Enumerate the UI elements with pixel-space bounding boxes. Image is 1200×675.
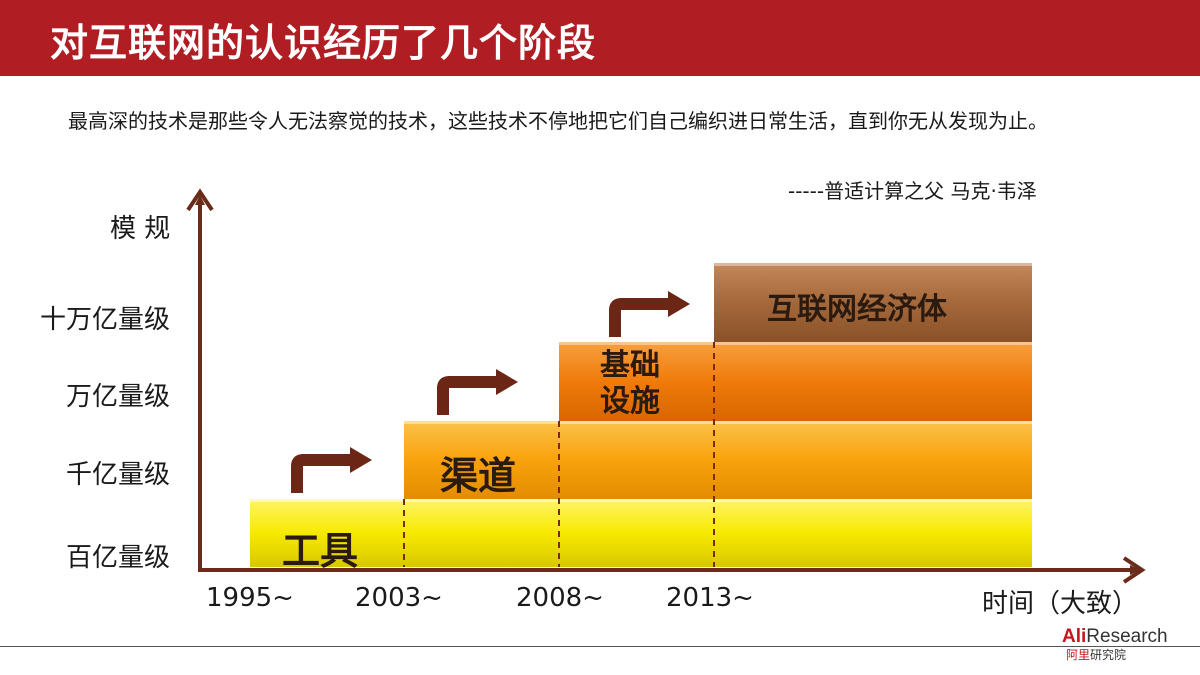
x-axis-arrow-icon	[1122, 556, 1146, 584]
step-arrow-head-icon	[350, 447, 372, 473]
y-axis-arrow-icon	[186, 188, 214, 212]
title-bar: 对互联网的认识经历了几个阶段	[0, 0, 1200, 76]
x-tick-label: 2013~	[666, 583, 754, 613]
quote-text: 最高深的技术是那些令人无法察觉的技术，这些技术不停地把它们自己编织进日常生活，直…	[68, 109, 1048, 133]
stage-label-infra: 基础 设施	[600, 348, 660, 419]
x-tick-label: 2008~	[516, 583, 604, 613]
x-tick-label: 1995~	[206, 583, 294, 613]
step-arrow-icon	[609, 298, 670, 337]
x-tick-label: 2003~	[355, 583, 443, 613]
aliresearch-logo: AliResearch 阿里研究院	[1062, 626, 1168, 662]
y-level-label: 千亿量级	[66, 460, 171, 490]
stage-label-channel: 渠道	[440, 454, 517, 498]
block-channel	[404, 421, 1032, 499]
step-arrow-head-icon	[496, 369, 518, 395]
y-level-label: 十万亿量级	[40, 305, 171, 335]
y-level-label: 百亿量级	[66, 543, 171, 573]
step-arrow-head-icon	[668, 291, 690, 317]
y-axis-title: 模 规	[110, 214, 171, 244]
block-tool	[250, 499, 1032, 567]
x-axis-title: 时间（大致）	[982, 589, 1139, 619]
stage-label-tool: 工具	[282, 529, 359, 573]
block-economy	[714, 263, 1032, 342]
y-level-label: 万亿量级	[66, 382, 171, 412]
stage-label-economy: 互联网经济体	[767, 292, 947, 327]
logo-sub: 阿里研究院	[1066, 648, 1127, 662]
page-title: 对互联网的认识经历了几个阶段	[50, 21, 597, 65]
logo-brand: AliResearch	[1062, 626, 1168, 647]
step-arrow-icon	[291, 454, 352, 493]
block-infra	[559, 342, 1032, 421]
step-arrow-icon	[437, 376, 498, 415]
footer-divider	[0, 646, 1200, 647]
quote-attribution: -----普适计算之父 马克·韦泽	[788, 179, 1037, 203]
